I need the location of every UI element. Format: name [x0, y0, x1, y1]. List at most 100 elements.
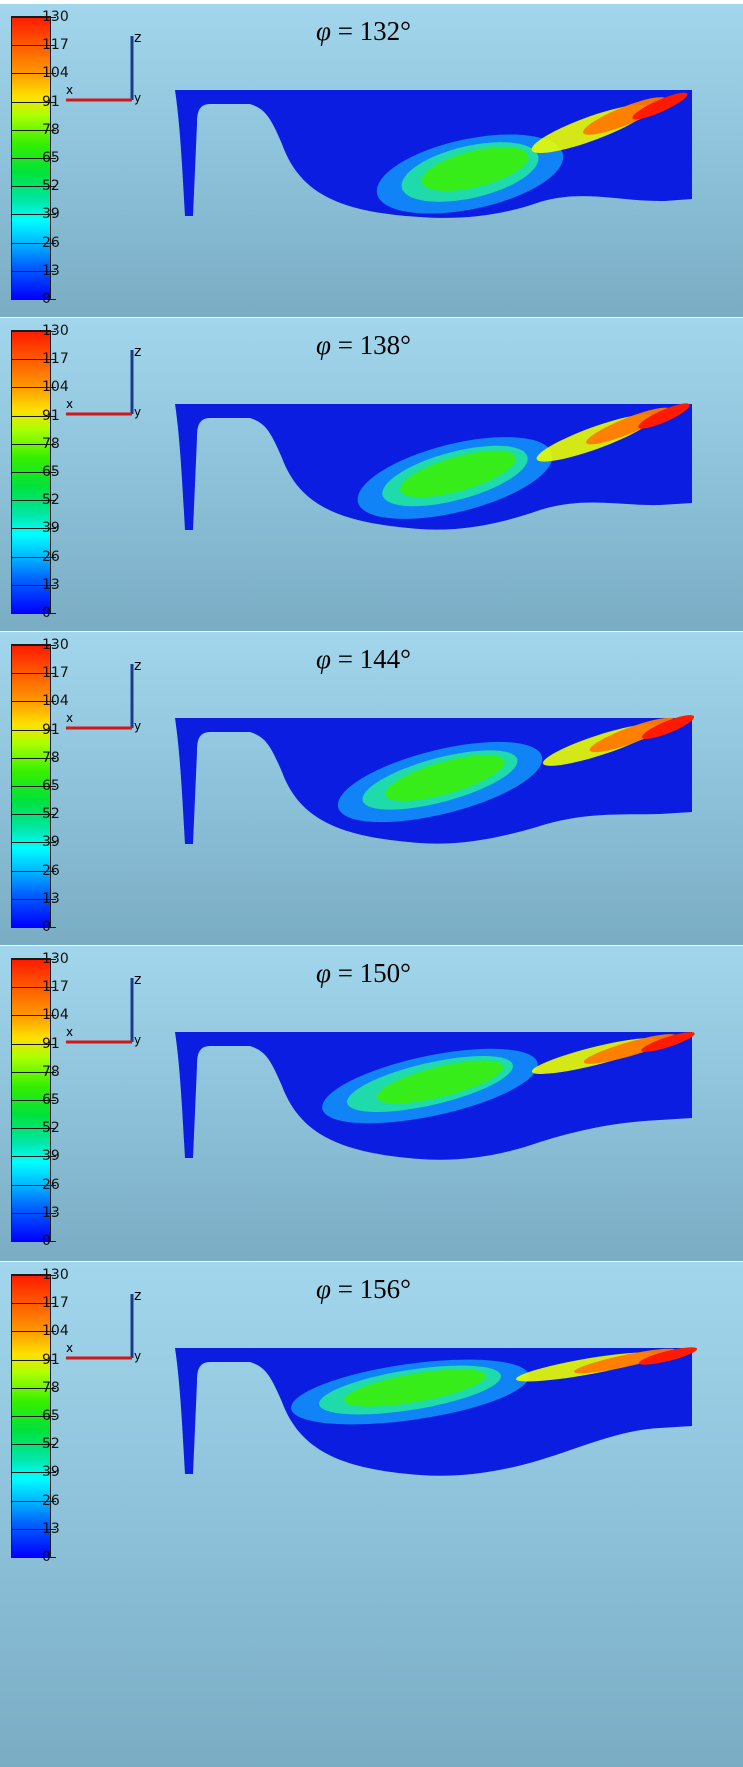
colorbar-tick-label: 130: [42, 1267, 69, 1283]
colorbar-tick: [12, 1331, 56, 1333]
colorbar-tick: [12, 1043, 56, 1045]
colorbar-tick-label: 117: [42, 1295, 69, 1312]
colorbar-tick: [12, 528, 56, 530]
colorbar-tick-label: 13: [42, 262, 60, 279]
colorbar-tick: [12, 1359, 56, 1361]
colorbar-tick-label: 104: [42, 379, 69, 396]
colorbar-tick-label: 39: [42, 206, 60, 223]
contour-panel-4: 130 117 104 91 78 65 52 39 26 13 0 z x y φ = 150°: [0, 946, 743, 1261]
svg-text:x: x: [66, 83, 73, 97]
colorbar-tick: [12, 757, 56, 759]
svg-text:z: z: [134, 1290, 141, 1304]
colorbar-tick: [12, 73, 56, 75]
colorbar-tick-label: 0: [42, 605, 51, 621]
flow-field: [175, 1032, 695, 1160]
colorbar-tick: [12, 158, 56, 159]
colorbar-tick-label: 39: [42, 834, 60, 851]
angle-label: = 150°: [337, 958, 411, 988]
svg-text:z: z: [134, 660, 141, 674]
colorbar-tick: [12, 673, 56, 675]
contour-panel-1: 130 117 104 91 78 65 52 39 26 13 0 z x y φ = 132°: [0, 4, 743, 317]
colorbar-tick: [12, 786, 56, 787]
axis-triad: z x y: [58, 1290, 168, 1380]
svg-text:x: x: [66, 1025, 73, 1039]
colorbar-tick-label: 13: [42, 890, 60, 907]
phi-symbol: φ: [316, 958, 331, 988]
colorbar-tick: [12, 987, 56, 989]
svg-text:z: z: [134, 346, 141, 360]
colorbar-tick: [12, 1500, 56, 1502]
svg-text:z: z: [134, 974, 141, 988]
colorbar-tick: [12, 1416, 56, 1417]
flow-field: [175, 715, 695, 844]
colorbar-tick: [12, 584, 56, 586]
colorbar: 130 117 104 91 78 65 52 39 26 13 0: [11, 952, 69, 1248]
colorbar-tick-label: 26: [42, 1176, 60, 1193]
colorbar-tick: [12, 500, 56, 502]
colorbar-tick: [12, 415, 56, 417]
phi-symbol: φ: [316, 644, 331, 674]
colorbar-tick-label: 78: [42, 435, 60, 452]
colorbar-tick: [12, 387, 56, 389]
colorbar-tick: [12, 556, 56, 558]
colorbar-tick-label: 0: [42, 291, 51, 307]
colorbar-tick: [12, 1557, 56, 1558]
colorbar: 130 117 104 91 78 65 52 39 26 13 0: [11, 324, 69, 620]
colorbar-tick-label: 65: [42, 778, 60, 794]
colorbar: 130 117 104 91 78 65 52 39 26 13 0: [11, 638, 69, 934]
contour-panel-3: 130 117 104 91 78 65 52 39 26 13 0 z x y φ = 144°: [0, 632, 743, 945]
colorbar-tick: [12, 242, 56, 244]
colorbar-tick-label: 65: [42, 1092, 60, 1108]
colorbar-tick: [12, 331, 56, 332]
colorbar-tick-label: 13: [42, 576, 60, 593]
colorbar-tick-label: 78: [42, 749, 60, 766]
colorbar-tick: [12, 1100, 56, 1101]
phi-symbol: φ: [316, 1274, 331, 1304]
colorbar-tick-label: 52: [42, 806, 60, 823]
colorbar-tick: [12, 1275, 56, 1276]
colorbar-tick-label: 26: [42, 548, 60, 565]
panel-title: φ = 132°: [0, 16, 735, 47]
colorbar-tick-label: 78: [42, 1379, 60, 1396]
colorbar-tick-label: 91: [42, 1351, 60, 1368]
colorbar-tick-label: 117: [42, 351, 69, 368]
panel-title: φ = 150°: [0, 958, 735, 989]
colorbar-tick-label: 13: [42, 1204, 60, 1221]
colorbar-tick-label: 104: [42, 1007, 69, 1024]
colorbar-tick-label: 130: [42, 9, 69, 25]
flow-field: [175, 1347, 698, 1476]
angle-label: = 132°: [337, 16, 411, 46]
colorbar-tick-label: 130: [42, 637, 69, 653]
phi-symbol: φ: [316, 16, 331, 46]
colorbar-tick-label: 0: [42, 1549, 51, 1565]
colorbar-tick: [12, 729, 56, 731]
colorbar-tick: [12, 1156, 56, 1158]
phi-symbol: φ: [316, 330, 331, 360]
colorbar-tick-label: 117: [42, 665, 69, 682]
svg-text:z: z: [134, 32, 141, 46]
colorbar-tick-label: 78: [42, 121, 60, 138]
colorbar-tick-label: 104: [42, 1323, 69, 1340]
colorbar-tick-label: 91: [42, 721, 60, 738]
colorbar-tick: [12, 1071, 56, 1073]
colorbar-tick: [12, 1472, 56, 1474]
colorbar-tick: [12, 1184, 56, 1186]
panel-title: φ = 156°: [0, 1274, 735, 1305]
flow-field: [175, 403, 692, 530]
colorbar-tick-label: 65: [42, 150, 60, 166]
colorbar-tick-label: 117: [42, 979, 69, 996]
colorbar-tick: [12, 214, 56, 216]
colorbar-tick: [12, 1241, 56, 1242]
colorbar-tick: [12, 299, 56, 300]
panel-title: φ = 138°: [0, 330, 735, 361]
colorbar-tick-label: 39: [42, 1148, 60, 1165]
colorbar-tick-label: 130: [42, 323, 69, 339]
svg-text:y: y: [134, 1033, 141, 1047]
colorbar-tick-label: 91: [42, 407, 60, 424]
svg-text:y: y: [134, 1349, 141, 1363]
colorbar-tick-label: 78: [42, 1063, 60, 1080]
colorbar-tick-label: 91: [42, 1035, 60, 1052]
colorbar-tick: [12, 1528, 56, 1530]
colorbar-tick: [12, 613, 56, 614]
svg-text:y: y: [134, 405, 141, 419]
